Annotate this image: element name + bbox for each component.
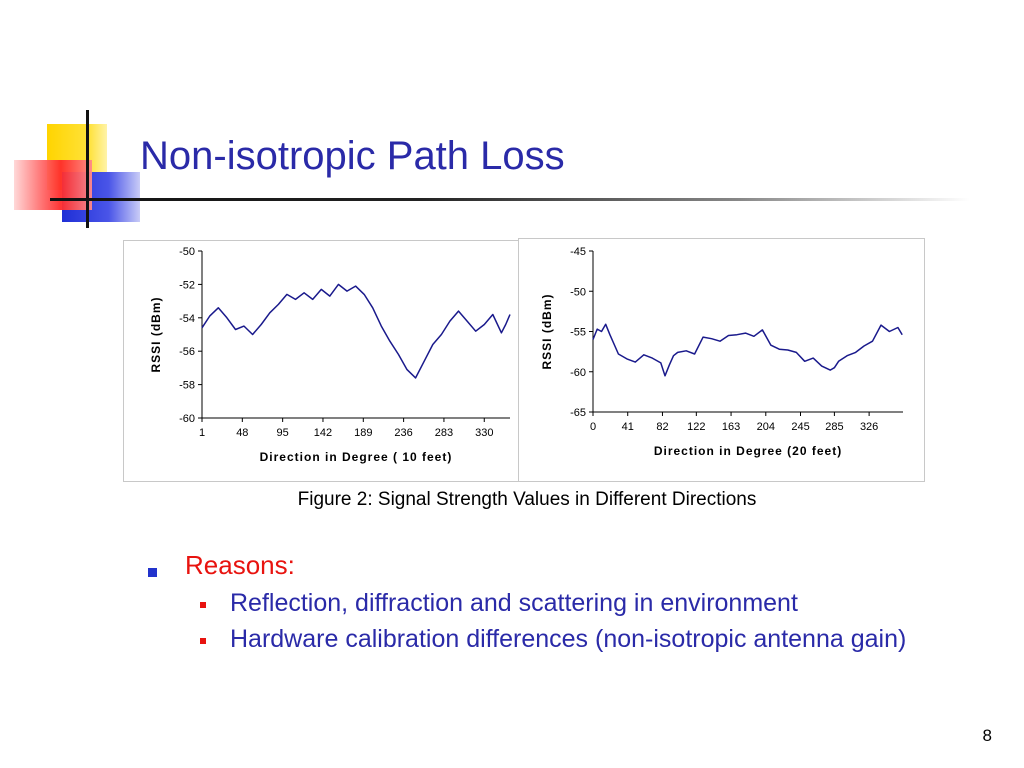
sub-bullet-text: Reflection, diffraction and scattering i… xyxy=(230,589,798,617)
x-tick-label: 95 xyxy=(277,427,289,439)
decorative-red-square xyxy=(14,160,92,210)
title-underline xyxy=(50,198,970,201)
y-tick-label: -65 xyxy=(570,407,586,419)
x-tick-label: 122 xyxy=(687,421,705,433)
bullet-text: Reasons: xyxy=(185,550,295,580)
y-tick-label: -45 xyxy=(570,246,586,258)
x-tick-label: 48 xyxy=(236,427,248,439)
x-tick-label: 163 xyxy=(722,421,740,433)
y-axis-label: RSSI (dBm) xyxy=(149,297,163,373)
chart-20-feet-svg: -45 -50 -55 -60 -65 0 41 82 122 163 204 245 285 326 Di… xyxy=(540,246,903,458)
y-tick-label: -54 xyxy=(179,313,195,325)
y-tick-label: -60 xyxy=(179,413,195,425)
y-tick-label: -60 xyxy=(570,367,586,379)
decorative-vertical-line xyxy=(86,110,89,228)
x-tick-label: 1 xyxy=(199,427,205,439)
y-tick-label: -52 xyxy=(179,279,195,291)
sub-bullet-square-icon xyxy=(200,602,206,608)
figure-caption: Figure 2: Signal Strength Values in Diff… xyxy=(297,489,757,510)
x-tick-label: 204 xyxy=(757,421,775,433)
bullet-square-icon xyxy=(148,568,157,577)
x-axis-label: Direction in Degree ( 10 feet) xyxy=(260,450,453,464)
y-tick-label: -56 xyxy=(179,346,195,358)
page-number: 8 xyxy=(982,726,992,745)
x-tick-label: 283 xyxy=(435,427,453,439)
y-tick-label: -50 xyxy=(179,246,195,258)
x-tick-label: 142 xyxy=(314,427,332,439)
x-tick-label: 330 xyxy=(475,427,493,439)
sub-bullet-text: Hardware calibration differences (non-is… xyxy=(230,625,907,653)
x-tick-label: 245 xyxy=(791,421,809,433)
chart-10-feet-svg: -50 -52 -54 -56 -58 -60 1 48 95 142 189 236 283 330 Di… xyxy=(149,246,511,464)
y-tick-label: -50 xyxy=(570,286,586,298)
x-tick-label: 0 xyxy=(590,421,596,433)
x-tick-label: 326 xyxy=(860,421,878,433)
y-tick-label: -58 xyxy=(179,380,195,392)
slide-title: Non-isotropic Path Loss xyxy=(140,134,565,178)
x-tick-label: 82 xyxy=(656,421,668,433)
x-tick-label: 41 xyxy=(622,421,634,433)
y-axis-label: RSSI (dBm) xyxy=(540,294,554,370)
chart-20-feet: -45 -50 -55 -60 -65 0 41 82 122 163 204 245 285 326 Di… xyxy=(518,238,925,482)
rssi-series-line xyxy=(592,323,903,377)
x-tick-label: 189 xyxy=(354,427,372,439)
sub-bullet-square-icon xyxy=(200,638,206,644)
chart-10-feet: -50 -52 -54 -56 -58 -60 1 48 95 142 189 236 283 330 Di… xyxy=(123,240,519,482)
x-tick-label: 236 xyxy=(394,427,412,439)
y-tick-label: -55 xyxy=(570,327,586,339)
rssi-series-line xyxy=(201,283,511,379)
x-axis-label: Direction in Degree (20 feet) xyxy=(654,444,842,458)
x-tick-label: 285 xyxy=(825,421,843,433)
